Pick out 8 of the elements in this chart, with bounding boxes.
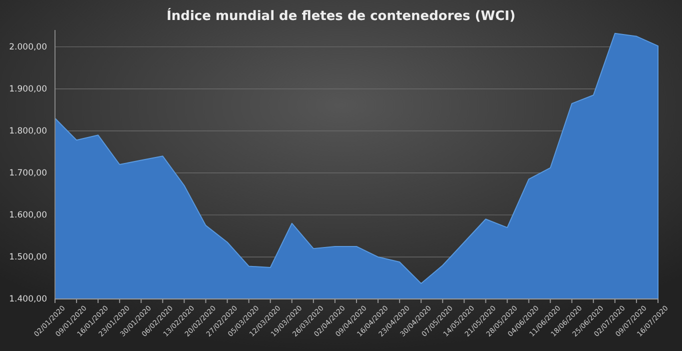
y-tick-label: 1.900,00 — [9, 84, 47, 95]
y-tick-label: 1.500,00 — [9, 252, 47, 263]
chart-title: Índice mundial de fletes de contenedores (WCI) — [166, 7, 516, 24]
y-tick-label: 2.000,00 — [9, 42, 47, 53]
y-tick-label: 1.700,00 — [9, 168, 47, 179]
y-tick-label: 1.400,00 — [9, 294, 47, 305]
y-tick-label: 1.800,00 — [9, 126, 47, 137]
y-tick-label: 1.600,00 — [9, 210, 47, 221]
